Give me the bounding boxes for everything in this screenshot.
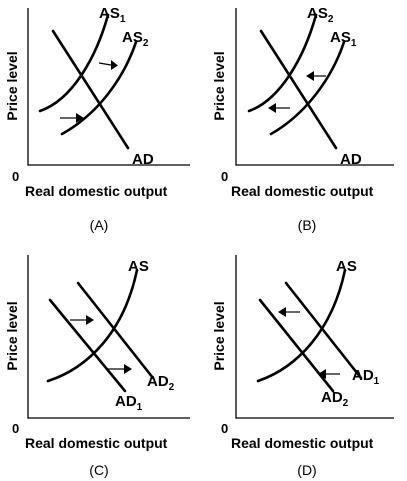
panel-a-axes: [27, 8, 190, 166]
panel-d-shift-arrow-upper: [278, 307, 300, 317]
panel-d-ad2-curve: [258, 298, 335, 393]
panel-a-ad-label: AD: [132, 151, 154, 168]
panel-d: Price level 0 Real domestic output (D) A…: [211, 255, 394, 478]
panel-b-ad-curve: [259, 29, 338, 150]
panel-c-origin-label: 0: [12, 421, 19, 436]
panel-a-ad-curve: [51, 29, 130, 150]
panel-c-axes: [27, 255, 190, 419]
panel-c-ad1-curve: [48, 298, 127, 393]
panel-c-shift-arrow-lower: [108, 364, 132, 374]
panel-b-shift-arrow-upper: [306, 71, 326, 81]
panel-a-caption: (A): [90, 217, 109, 233]
panel-a-as1-label: AS1: [99, 5, 126, 25]
panel-d-caption: (D): [297, 462, 316, 478]
panel-c-y-axis-label: Price level: [4, 301, 20, 370]
panel-a-as2-label: AS2: [122, 29, 149, 49]
panel-b-as2-label: AS2: [307, 5, 334, 25]
panel-d-shift-arrow-lower: [318, 369, 340, 379]
panel-b: Price level 0 Real domestic output (B) A…: [211, 5, 394, 233]
panel-b-as1-curve: [269, 40, 346, 136]
panel-a-y-axis-label: Price level: [4, 51, 20, 120]
panel-b-x-axis-label: Real domestic output: [231, 183, 374, 199]
panel-b-caption: (B): [298, 217, 317, 233]
panel-c-ad1-label: AD1: [115, 393, 143, 413]
panel-d-as-curve: [256, 268, 347, 383]
panel-c-as-label: AS: [128, 258, 149, 275]
panel-d-as-label: AS: [336, 258, 357, 275]
panel-b-axes: [235, 8, 394, 166]
panel-d-ad2-label: AD2: [321, 389, 349, 409]
panel-d-x-axis-label: Real domestic output: [231, 435, 374, 451]
panel-d-axes: [235, 255, 394, 419]
panel-c: Price level 0 Real domestic output (C) A…: [4, 255, 190, 478]
panel-a-as2-curve: [60, 40, 138, 136]
panel-c-as-curve: [46, 268, 139, 383]
panel-a-x-axis-label: Real domestic output: [25, 183, 168, 199]
panel-c-caption: (C): [89, 462, 108, 478]
panel-b-ad-label: AD: [340, 151, 362, 168]
panel-a-shift-arrow-upper: [98, 60, 118, 70]
panel-b-y-axis-label: Price level: [211, 51, 227, 120]
panel-c-x-axis-label: Real domestic output: [25, 435, 168, 451]
panel-a-shift-arrow-lower: [60, 113, 84, 123]
panel-a: Price level 0 Real domestic output (A) A…: [4, 5, 190, 233]
panel-c-ad2-label: AD2: [147, 373, 175, 393]
panel-d-origin-label: 0: [221, 421, 228, 436]
panel-d-ad1-curve: [284, 281, 363, 380]
panel-b-origin-label: 0: [221, 169, 228, 184]
panel-c-shift-arrow-upper: [70, 315, 94, 325]
panel-d-y-axis-label: Price level: [211, 301, 227, 370]
panel-d-ad1-label: AD1: [352, 367, 380, 387]
panel-c-ad2-curve: [76, 281, 155, 380]
panel-a-origin-label: 0: [12, 169, 19, 184]
panel-b-as1-label: AS1: [330, 29, 357, 49]
panel-b-shift-arrow-lower: [268, 103, 290, 113]
